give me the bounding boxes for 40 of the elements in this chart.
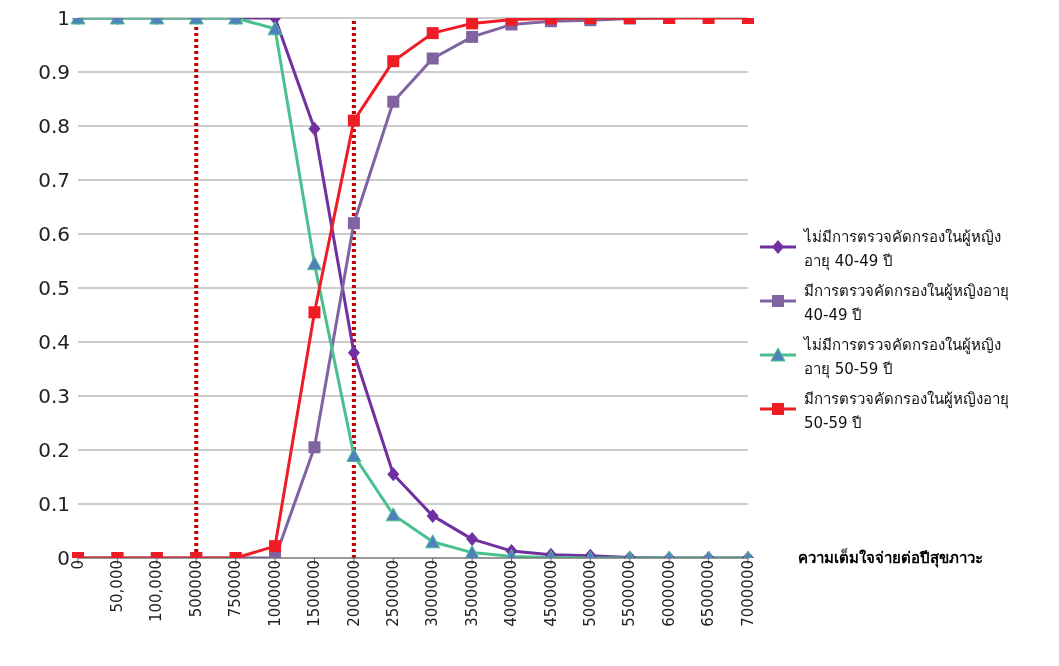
point bbox=[347, 114, 360, 127]
x-tick-label: 1500000 bbox=[305, 560, 324, 627]
x-tick-label: 3500000 bbox=[462, 560, 481, 627]
y-tick-label: 0.8 bbox=[38, 114, 70, 139]
x-tick-label: 6000000 bbox=[659, 560, 678, 627]
x-tick-label: 2500000 bbox=[383, 560, 402, 627]
x-tick-label: 5500000 bbox=[620, 560, 639, 627]
legend-label: มีการตรวจคัดกรองในผู้หญิงอายุ 50-59 ปี bbox=[804, 389, 1010, 434]
x-tick-label: 0 bbox=[68, 560, 87, 570]
x-tick-label: 4000000 bbox=[502, 560, 521, 627]
point bbox=[347, 345, 360, 360]
x-tick-label: 500000 bbox=[186, 560, 205, 618]
y-tick-label: 1 bbox=[57, 6, 70, 31]
x-tick-label: 5000000 bbox=[581, 560, 599, 627]
y-tick-label: 0.1 bbox=[38, 492, 70, 517]
x-tick-label: 50,000 bbox=[108, 560, 127, 613]
x-axis-title: ความเต็มใจจ่ายต่อปีสุขภาวะ bbox=[798, 547, 983, 570]
y-tick-label: 0.5 bbox=[38, 276, 70, 301]
x-tick-label: 4500000 bbox=[541, 560, 560, 627]
legend-label: ไม่มีการตรวจคัดกรองในผู้หญิงอายุ 40-49 ปี bbox=[804, 227, 1002, 273]
y-tick-label: 0.7 bbox=[38, 168, 70, 193]
x-tick-label: 750000 bbox=[226, 560, 245, 618]
x-tick-label: 6500000 bbox=[699, 560, 718, 627]
point bbox=[346, 447, 362, 462]
legend-label: ไม่มีการตรวจคัดกรองในผู้หญิงอายุ 50-59 ปี bbox=[804, 335, 1002, 381]
y-tick-label: 0.6 bbox=[38, 222, 70, 247]
y-tick-label: 0.4 bbox=[38, 330, 70, 355]
point bbox=[308, 306, 321, 319]
x-tick-label: 100,000 bbox=[147, 560, 166, 623]
point bbox=[308, 121, 321, 136]
y-tick-label: 0.9 bbox=[38, 60, 70, 85]
x-tick-label: 7000000 bbox=[738, 560, 757, 627]
point bbox=[306, 256, 322, 271]
x-tick-label: 3000000 bbox=[423, 560, 442, 627]
legend-label: มีการตรวจคัดกรองในผู้หญิงอายุ 40-49 ปี bbox=[804, 281, 1010, 326]
x-tick-label: 1000000 bbox=[265, 560, 284, 627]
y-tick-label: 0.2 bbox=[38, 438, 70, 463]
y-tick-label: 0.3 bbox=[38, 384, 70, 409]
point bbox=[347, 217, 360, 230]
x-tick-label: 2000000 bbox=[344, 560, 363, 627]
